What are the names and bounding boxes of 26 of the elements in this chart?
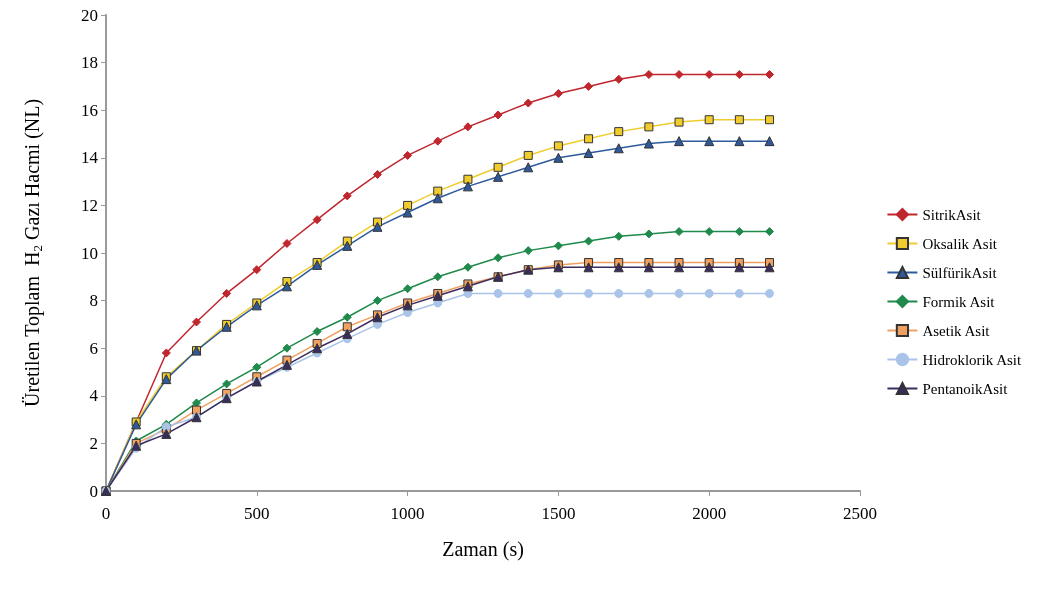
- x-axis-title: Zaman (s): [442, 538, 524, 561]
- y-tick-label: 10: [81, 243, 98, 263]
- legend-label: Oksalik Asit: [922, 235, 998, 252]
- y-axis-title: Üretilen Toplam H2 Gazı Hacmi (NL): [20, 98, 45, 407]
- x-tick-label: 1000: [390, 504, 425, 523]
- y-tick-label: 4: [89, 386, 99, 406]
- legend-label: PentanoikAsit: [922, 380, 1009, 397]
- x-tick-label: 1500: [541, 504, 576, 523]
- legend-label: Formik Asit: [922, 293, 996, 310]
- y-tick-label: 0: [89, 481, 98, 501]
- legend-label: Asetik Asit: [922, 322, 991, 339]
- y-tick-label: 18: [81, 53, 98, 73]
- y-tick-label: 16: [81, 100, 98, 120]
- y-tick-label: 2: [89, 433, 98, 453]
- x-tick-label: 2000: [692, 504, 727, 523]
- y-tick-label: 20: [81, 5, 98, 25]
- y-tick-label: 12: [81, 195, 98, 215]
- y-tick-label: 14: [81, 148, 99, 168]
- x-tick-label: 2500: [843, 504, 877, 523]
- y-tick-label: 8: [89, 291, 98, 311]
- legend-label: SülfürikAsit: [922, 264, 998, 281]
- legend-label: Hidroklorik Asit: [922, 351, 1022, 368]
- y-tick-label: 6: [89, 338, 98, 358]
- x-tick-label: 500: [244, 504, 270, 523]
- legend-label: SitrikAsit: [922, 206, 982, 223]
- x-tick-label: 0: [101, 504, 111, 523]
